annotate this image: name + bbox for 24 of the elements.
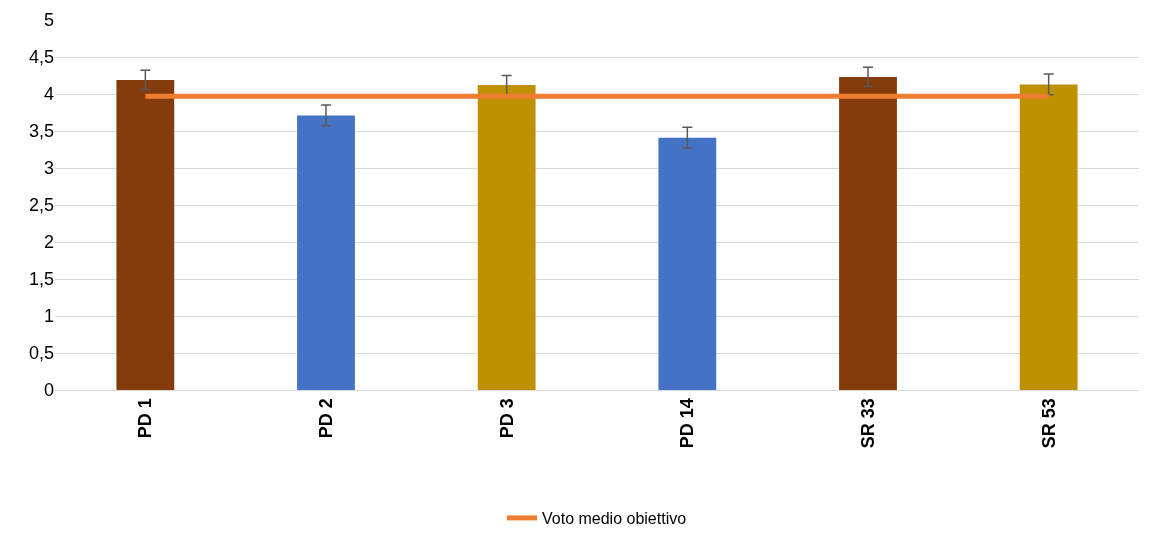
bar	[1019, 84, 1078, 390]
y-tick-label: 1	[43, 306, 54, 327]
y-tick-label: 3	[43, 158, 54, 179]
x-tick-label: PD 14	[677, 398, 698, 449]
x-tick-label: PD 3	[496, 398, 517, 439]
y-tick-label: 0,5	[28, 343, 54, 364]
bar	[658, 137, 717, 390]
x-tick-label: PD 2	[315, 398, 336, 439]
x-tick-label: SR 53	[1038, 398, 1059, 449]
y-tick-label: 2	[43, 232, 54, 253]
y-tick-label: 0	[43, 380, 54, 401]
y-tick-label: 4,5	[28, 47, 54, 68]
bar	[297, 115, 355, 390]
y-tick-label: 5	[43, 10, 54, 31]
y-tick-label: 3,5	[28, 121, 54, 142]
y-tick-label: 1,5	[28, 269, 54, 290]
bar	[839, 76, 897, 390]
y-tick-label: 4	[43, 84, 54, 105]
legend-label: Voto medio obiettivo	[542, 510, 687, 528]
bar	[477, 85, 536, 390]
x-tick-label: SR 33	[857, 398, 878, 449]
y-tick-label: 2,5	[28, 195, 54, 216]
bar	[116, 79, 175, 390]
x-tick-label: PD 1	[135, 398, 156, 439]
